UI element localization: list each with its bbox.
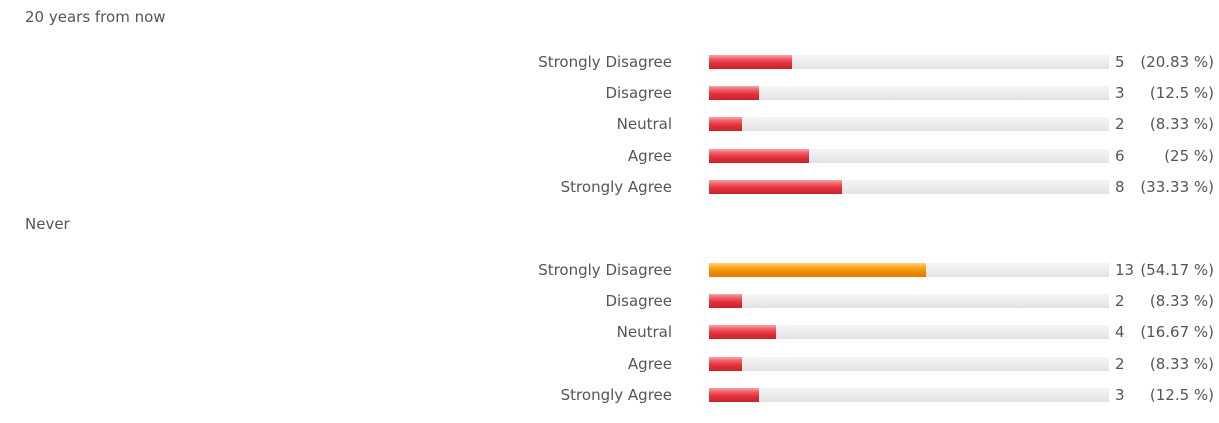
response-row: Agree 6 (25 %) xyxy=(0,146,1219,166)
response-count: 8 xyxy=(1115,178,1125,196)
response-label: Agree xyxy=(627,355,672,373)
response-percent: (8.33 %) xyxy=(1149,355,1214,373)
bar-track xyxy=(709,55,1109,69)
response-row: Disagree 2 (8.33 %) xyxy=(0,291,1219,311)
bar xyxy=(709,388,759,402)
bar xyxy=(709,149,809,163)
response-percent: (8.33 %) xyxy=(1149,115,1214,133)
response-percent: (54.17 %) xyxy=(1140,261,1214,279)
bar xyxy=(709,86,759,100)
response-count: 2 xyxy=(1115,355,1125,373)
response-percent: (20.83 %) xyxy=(1140,53,1214,71)
response-count: 2 xyxy=(1115,292,1125,310)
response-percent: (8.33 %) xyxy=(1149,292,1214,310)
response-label: Agree xyxy=(627,147,672,165)
response-count: 3 xyxy=(1115,84,1125,102)
bar-track xyxy=(709,325,1109,339)
response-count: 2 xyxy=(1115,115,1125,133)
response-percent: (25 %) xyxy=(1164,147,1214,165)
response-label: Strongly Disagree xyxy=(538,261,672,279)
response-row: Strongly Agree 8 (33.33 %) xyxy=(0,177,1219,197)
response-label: Strongly Disagree xyxy=(538,53,672,71)
bar xyxy=(709,263,926,277)
bar xyxy=(709,117,743,131)
response-percent: (16.67 %) xyxy=(1140,323,1214,341)
bar-track xyxy=(709,388,1109,402)
bar-track xyxy=(709,149,1109,163)
response-count: 13 xyxy=(1115,261,1135,279)
bar xyxy=(709,325,776,339)
bar xyxy=(709,294,743,308)
response-row: Strongly Disagree 5 (20.83 %) xyxy=(0,52,1219,72)
response-row: Strongly Agree 3 (12.5 %) xyxy=(0,385,1219,405)
response-count: 3 xyxy=(1115,386,1125,404)
response-percent: (33.33 %) xyxy=(1140,178,1214,196)
response-row: Disagree 3 (12.5 %) xyxy=(0,83,1219,103)
bar-track xyxy=(709,86,1109,100)
response-row: Neutral 2 (8.33 %) xyxy=(0,114,1219,134)
response-label: Disagree xyxy=(605,292,672,310)
bar xyxy=(709,357,743,371)
bar-track xyxy=(709,263,1109,277)
bar-track xyxy=(709,180,1109,194)
response-percent: (12.5 %) xyxy=(1149,386,1214,404)
question-title-never: Never xyxy=(25,215,70,233)
response-count: 6 xyxy=(1115,147,1125,165)
bar-track xyxy=(709,357,1109,371)
question-title-20-years: 20 years from now xyxy=(25,8,166,26)
bar-track xyxy=(709,117,1109,131)
response-label: Strongly Agree xyxy=(560,386,672,404)
response-count: 5 xyxy=(1115,53,1125,71)
bar xyxy=(709,55,793,69)
response-label: Disagree xyxy=(605,84,672,102)
response-row: Strongly Disagree 13 (54.17 %) xyxy=(0,260,1219,280)
response-row: Agree 2 (8.33 %) xyxy=(0,354,1219,374)
response-label: Neutral xyxy=(616,115,672,133)
response-row: Neutral 4 (16.67 %) xyxy=(0,322,1219,342)
response-percent: (12.5 %) xyxy=(1149,84,1214,102)
response-label: Neutral xyxy=(616,323,672,341)
bar xyxy=(709,180,843,194)
response-count: 4 xyxy=(1115,323,1125,341)
bar-track xyxy=(709,294,1109,308)
response-label: Strongly Agree xyxy=(560,178,672,196)
